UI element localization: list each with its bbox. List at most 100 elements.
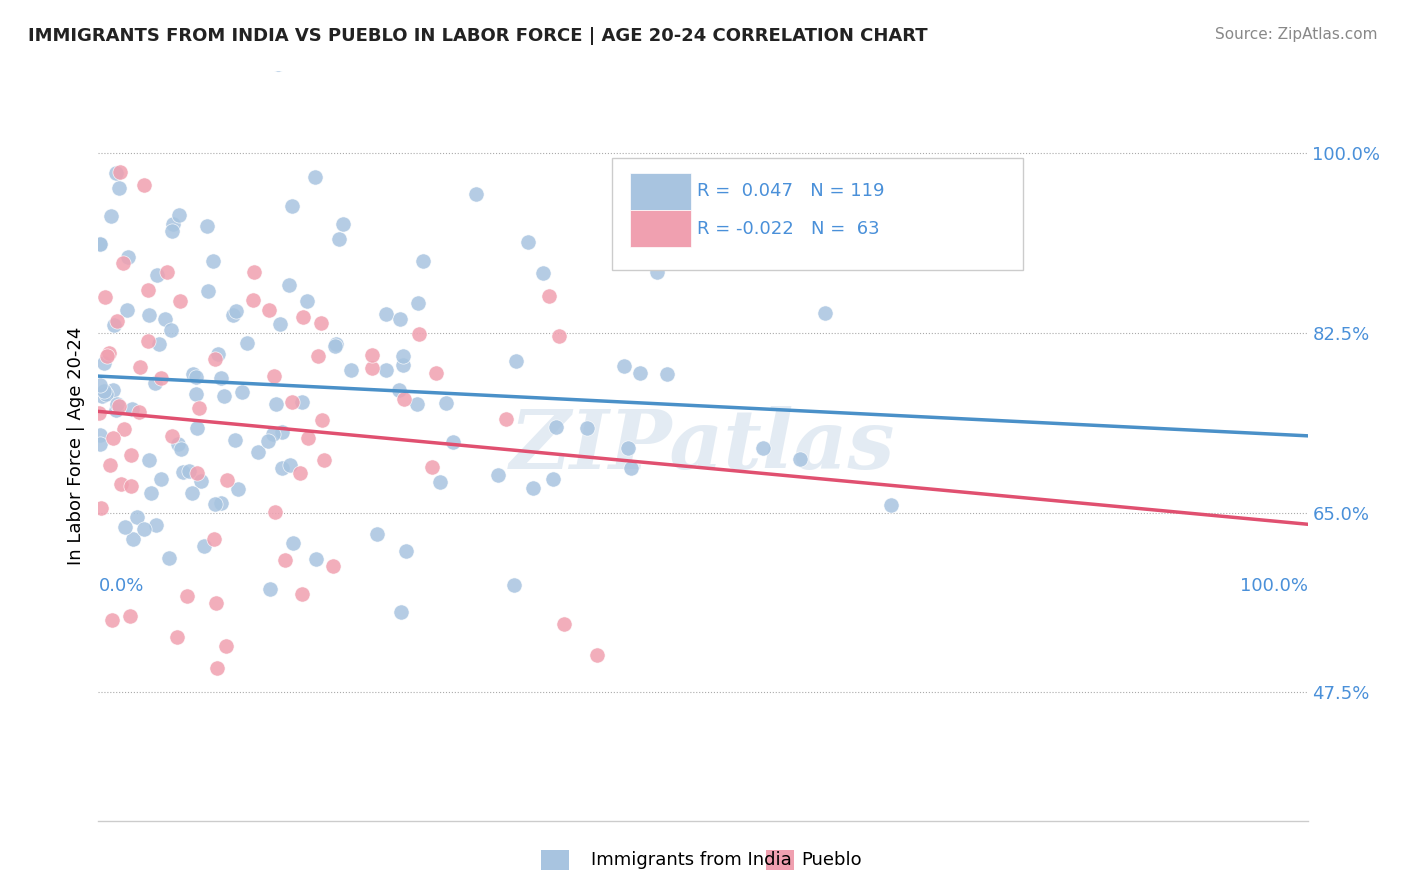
Text: R =  0.047   N = 119: R = 0.047 N = 119 bbox=[697, 182, 884, 200]
Point bbox=[186, 421, 208, 435]
Point bbox=[107, 314, 129, 328]
Point bbox=[291, 394, 314, 409]
Point bbox=[322, 559, 344, 574]
Point bbox=[270, 425, 292, 440]
Point bbox=[441, 434, 464, 449]
Point bbox=[98, 458, 121, 473]
Point bbox=[541, 471, 564, 485]
Point bbox=[215, 639, 238, 653]
Point bbox=[307, 349, 329, 363]
Point bbox=[278, 277, 301, 292]
Point bbox=[311, 413, 333, 427]
Point bbox=[172, 465, 194, 479]
Text: Pueblo: Pueblo bbox=[801, 851, 862, 869]
Point bbox=[281, 394, 304, 409]
Point bbox=[412, 254, 434, 268]
Point bbox=[374, 307, 396, 321]
Point bbox=[186, 466, 208, 480]
Point bbox=[197, 285, 219, 299]
Point bbox=[188, 401, 211, 415]
Point bbox=[617, 441, 640, 455]
Text: 0.0%: 0.0% bbox=[98, 577, 143, 595]
Point bbox=[108, 181, 131, 195]
Point bbox=[392, 392, 415, 406]
Point bbox=[193, 540, 215, 554]
Point bbox=[586, 648, 609, 662]
Point bbox=[374, 363, 396, 377]
Point bbox=[120, 478, 142, 492]
Point bbox=[93, 384, 115, 398]
Point bbox=[112, 422, 135, 436]
Point bbox=[242, 265, 264, 279]
Point bbox=[257, 434, 280, 448]
Point bbox=[108, 399, 131, 413]
Point bbox=[150, 472, 173, 486]
Point bbox=[156, 265, 179, 279]
Point bbox=[259, 302, 281, 317]
Point bbox=[209, 370, 232, 384]
FancyBboxPatch shape bbox=[630, 210, 690, 247]
Point bbox=[148, 336, 170, 351]
Point bbox=[394, 544, 416, 558]
Point bbox=[297, 431, 319, 445]
Point bbox=[281, 536, 304, 550]
Point bbox=[87, 406, 110, 420]
Point bbox=[111, 256, 134, 270]
Point bbox=[325, 337, 347, 351]
Point bbox=[121, 402, 143, 417]
Point bbox=[169, 293, 191, 308]
FancyBboxPatch shape bbox=[613, 158, 1024, 270]
Point bbox=[264, 505, 287, 519]
Point bbox=[297, 294, 319, 309]
Point bbox=[274, 553, 297, 567]
Point bbox=[224, 433, 246, 447]
Point bbox=[160, 224, 183, 238]
Text: 100.0%: 100.0% bbox=[1240, 577, 1308, 595]
Point bbox=[538, 289, 561, 303]
Point bbox=[146, 268, 169, 282]
Point bbox=[225, 303, 247, 318]
Point bbox=[167, 209, 190, 223]
Point bbox=[181, 486, 204, 500]
Point bbox=[209, 496, 232, 510]
Point bbox=[262, 427, 284, 442]
Point bbox=[505, 354, 527, 368]
Point bbox=[162, 217, 184, 231]
Point bbox=[127, 510, 149, 524]
Text: Source: ZipAtlas.com: Source: ZipAtlas.com bbox=[1215, 27, 1378, 42]
Text: IMMIGRANTS FROM INDIA VS PUEBLO IN LABOR FORCE | AGE 20-24 CORRELATION CHART: IMMIGRANTS FROM INDIA VS PUEBLO IN LABOR… bbox=[28, 27, 928, 45]
Point bbox=[278, 458, 301, 472]
Point bbox=[89, 436, 111, 450]
Point bbox=[531, 266, 554, 280]
Point bbox=[207, 347, 229, 361]
Point bbox=[309, 316, 332, 330]
Point bbox=[181, 367, 204, 381]
Point bbox=[263, 369, 285, 384]
Point bbox=[103, 431, 125, 445]
Point bbox=[204, 596, 226, 610]
Point bbox=[339, 363, 361, 377]
Point bbox=[434, 396, 457, 410]
Point bbox=[361, 348, 384, 362]
Y-axis label: In Labor Force | Age 20-24: In Labor Force | Age 20-24 bbox=[66, 326, 84, 566]
Point bbox=[143, 376, 166, 390]
Point bbox=[160, 323, 183, 337]
Point bbox=[366, 527, 388, 541]
Point bbox=[305, 552, 328, 566]
Point bbox=[647, 265, 669, 279]
Point bbox=[170, 442, 193, 456]
Point bbox=[269, 318, 291, 332]
Point bbox=[121, 532, 143, 546]
Point bbox=[104, 166, 127, 180]
Point bbox=[107, 397, 129, 411]
Point bbox=[292, 310, 315, 325]
Point bbox=[613, 359, 636, 373]
Point bbox=[100, 209, 122, 223]
Point bbox=[246, 445, 269, 459]
Point bbox=[259, 582, 281, 596]
Point bbox=[204, 497, 226, 511]
Point bbox=[408, 326, 430, 341]
Point bbox=[465, 187, 488, 202]
Point bbox=[281, 199, 304, 213]
Point bbox=[128, 405, 150, 419]
